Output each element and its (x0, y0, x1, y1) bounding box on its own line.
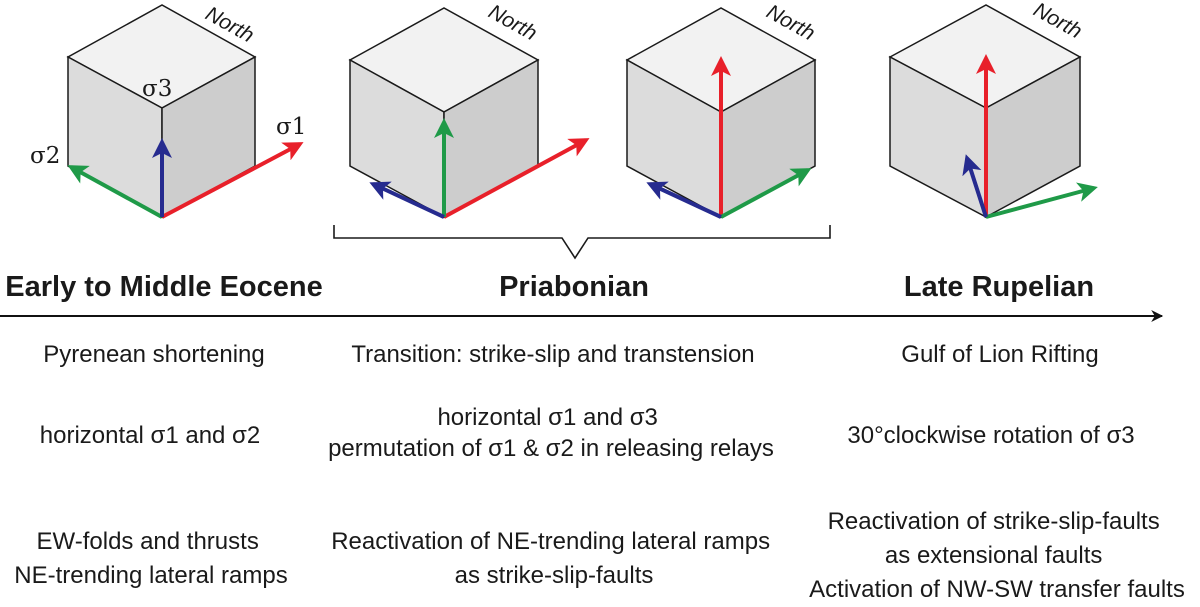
priabonian-brace (333, 225, 831, 260)
sigma2-arrow (985, 182, 1098, 219)
period-label-early-middle-eocene: Early to Middle Eocene (5, 271, 322, 303)
cube-early-middle-eocene: North σ1 σ2 σ3 (30, 2, 306, 219)
sigma1-arrow (443, 138, 590, 219)
period-label-priabonian: Priabonian (499, 271, 649, 303)
cube-priabonian-strike-slip: North (348, 0, 590, 219)
row2-col3: 30°clockwise rotation of σ3 (847, 422, 1134, 449)
row1-col2: Transition: strike-slip and transtension (351, 341, 754, 368)
cube-priabonian-transtension: North (625, 0, 819, 219)
row2-col2: horizontal σ1 and σ3 permutation of σ1 &… (328, 404, 774, 462)
row3-col3: Reactivation of strike-slip-faults as ex… (809, 508, 1185, 603)
row3-col1: EW-folds and thrusts NE-trending lateral… (14, 528, 287, 589)
sigma2-arrow (67, 165, 163, 219)
row1-col3: Gulf of Lion Rifting (901, 341, 1098, 368)
sigma3-arrow (646, 181, 722, 219)
cube-late-rupelian: North (888, 0, 1098, 219)
sigma3-arrow (962, 154, 988, 218)
sigma1-arrow (161, 142, 304, 219)
row3-col2: Reactivation of NE-trending lateral ramp… (331, 528, 777, 589)
sigma3-label: σ3 (142, 76, 172, 102)
sigma1-label: σ1 (276, 114, 306, 140)
sigma2-arrow (720, 168, 812, 219)
sigma3-arrow (369, 181, 445, 219)
sigma2-label: σ2 (30, 143, 60, 169)
row1-col1: Pyrenean shortening (43, 341, 264, 368)
row2-col1: horizontal σ1 and σ2 (40, 422, 260, 449)
period-label-late-rupelian: Late Rupelian (904, 271, 1094, 303)
